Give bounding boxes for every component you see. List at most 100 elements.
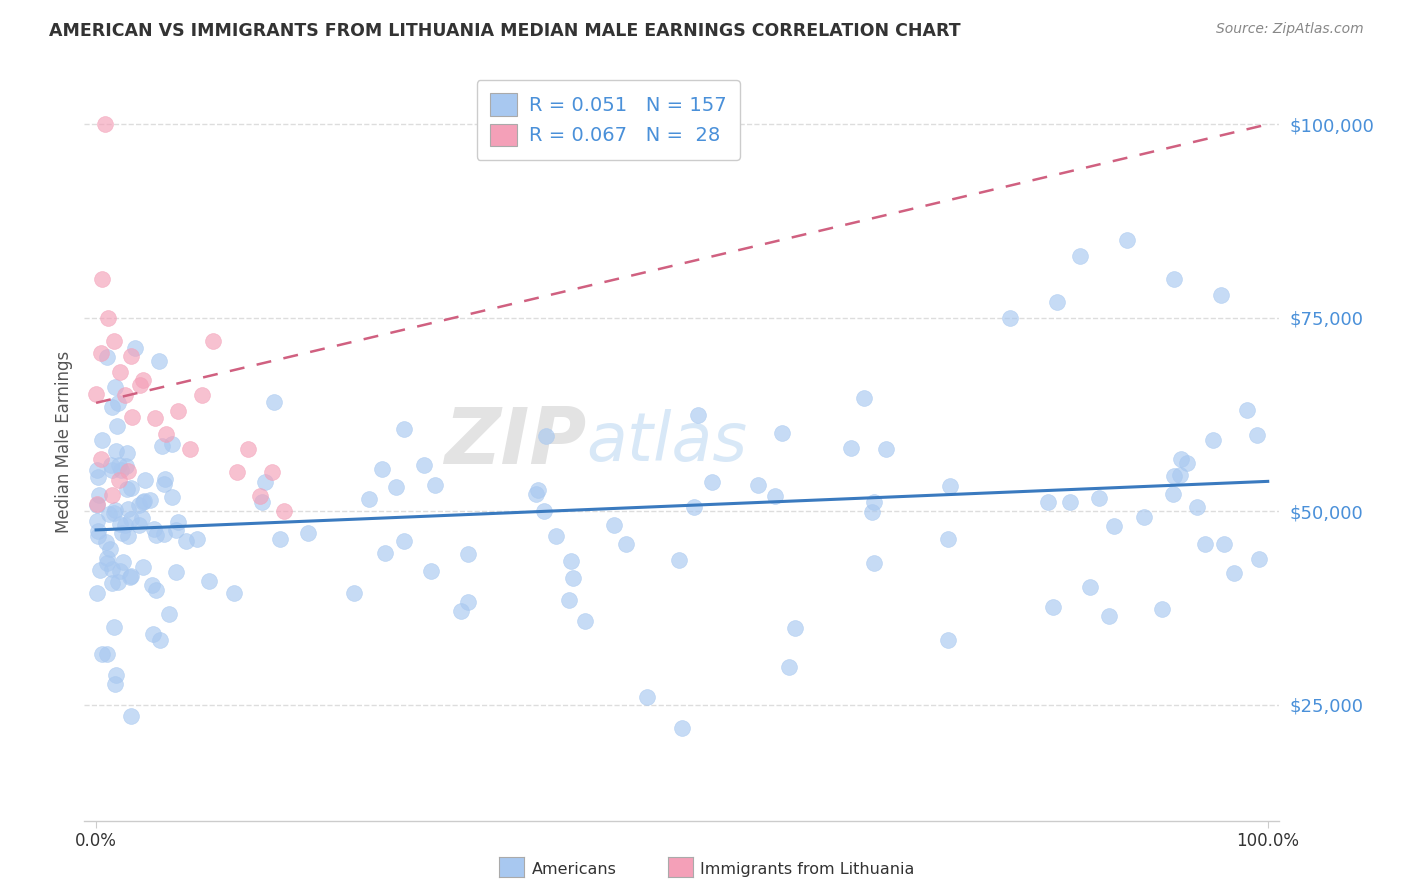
- Point: [132, 495, 155, 509]
- Point: [120, 481, 142, 495]
- Point: [1246, 428, 1268, 442]
- Point: [103, 506, 125, 520]
- Point: [939, 479, 962, 493]
- Point: [1133, 510, 1156, 524]
- Point: [104, 676, 127, 690]
- Point: [1088, 491, 1111, 505]
- Point: [998, 310, 1021, 325]
- Point: [117, 502, 139, 516]
- Point: [100, 400, 122, 414]
- Point: [863, 556, 886, 570]
- Point: [124, 341, 146, 355]
- Point: [100, 575, 122, 590]
- Point: [152, 527, 174, 541]
- Point: [86, 514, 108, 528]
- Point: [1098, 608, 1121, 623]
- Point: [190, 388, 212, 402]
- Point: [115, 459, 138, 474]
- Y-axis label: Median Male Earnings: Median Male Earnings: [55, 351, 73, 533]
- Point: [103, 334, 125, 348]
- Point: [105, 668, 128, 682]
- Point: [111, 526, 134, 541]
- Point: [98, 508, 121, 522]
- Point: [420, 564, 443, 578]
- Point: [1046, 295, 1069, 310]
- Legend: R = 0.051   N = 157, R = 0.067   N =  28: R = 0.051 N = 157, R = 0.067 N = 28: [477, 79, 740, 160]
- Point: [574, 614, 596, 628]
- Point: [457, 548, 479, 562]
- Point: [936, 633, 959, 648]
- Point: [110, 463, 132, 477]
- Point: [121, 410, 143, 425]
- Point: [142, 522, 165, 536]
- Point: [90, 452, 112, 467]
- Point: [1102, 519, 1125, 533]
- Point: [1116, 233, 1139, 247]
- Point: [107, 395, 129, 409]
- Point: [1185, 500, 1208, 514]
- Point: [198, 574, 221, 588]
- Point: [457, 595, 479, 609]
- Point: [101, 562, 124, 576]
- Point: [683, 500, 706, 514]
- Point: [238, 442, 260, 457]
- Point: [118, 570, 141, 584]
- Text: ZIP: ZIP: [444, 403, 586, 480]
- Point: [110, 517, 132, 532]
- Point: [636, 690, 658, 704]
- Point: [202, 334, 225, 348]
- Point: [108, 365, 131, 379]
- Point: [668, 553, 690, 567]
- Point: [222, 585, 245, 599]
- Point: [132, 560, 155, 574]
- Text: Immigrants from Lithuania: Immigrants from Lithuania: [700, 863, 914, 877]
- Point: [560, 554, 582, 568]
- Point: [89, 563, 111, 577]
- Point: [97, 310, 120, 325]
- Point: [152, 439, 174, 453]
- Point: [86, 498, 108, 512]
- Point: [603, 517, 626, 532]
- Point: [155, 426, 177, 441]
- Point: [412, 458, 434, 472]
- Point: [117, 483, 139, 497]
- Point: [148, 354, 170, 368]
- Point: [152, 476, 174, 491]
- Point: [1059, 494, 1081, 508]
- Point: [103, 620, 125, 634]
- Point: [1175, 456, 1198, 470]
- Point: [101, 488, 124, 502]
- Point: [936, 532, 959, 546]
- Point: [249, 489, 271, 503]
- Point: [90, 272, 114, 286]
- Point: [91, 433, 114, 447]
- Point: [225, 466, 247, 480]
- Point: [1036, 495, 1059, 509]
- Point: [96, 551, 118, 566]
- Point: [91, 648, 114, 662]
- Point: [1223, 566, 1246, 581]
- Text: AMERICAN VS IMMIGRANTS FROM LITHUANIA MEDIAN MALE EARNINGS CORRELATION CHART: AMERICAN VS IMMIGRANTS FROM LITHUANIA ME…: [49, 22, 960, 40]
- Point: [107, 473, 129, 487]
- Point: [114, 517, 136, 532]
- Point: [875, 442, 897, 456]
- Point: [96, 647, 118, 661]
- Point: [104, 503, 127, 517]
- Point: [120, 512, 142, 526]
- Point: [107, 575, 129, 590]
- Point: [860, 505, 883, 519]
- Point: [1163, 487, 1185, 501]
- Point: [423, 477, 446, 491]
- Point: [114, 388, 136, 402]
- Point: [115, 446, 138, 460]
- Point: [112, 555, 135, 569]
- Point: [1170, 452, 1192, 467]
- Point: [141, 578, 163, 592]
- Point: [101, 463, 124, 477]
- Point: [263, 395, 285, 409]
- Point: [763, 490, 786, 504]
- Point: [269, 532, 291, 546]
- Point: [1213, 537, 1236, 551]
- Point: [90, 346, 112, 360]
- Point: [557, 593, 579, 607]
